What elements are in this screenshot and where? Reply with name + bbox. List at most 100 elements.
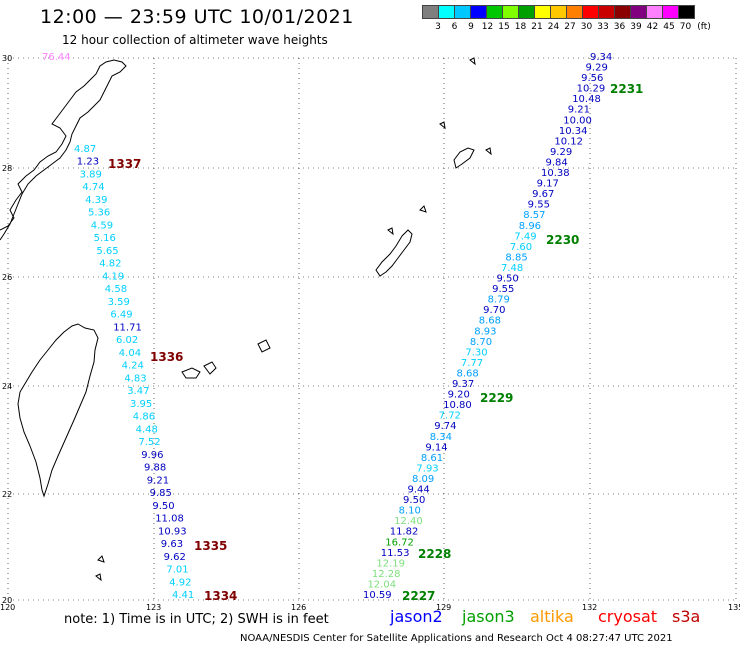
swh-value: 4.82 bbox=[99, 259, 121, 270]
swh-value: 11.82 bbox=[390, 527, 419, 538]
axis-labels: 120 123 126 129 132 135 30 28 26 24 22 20 bbox=[0, 54, 740, 612]
swh-value: 10.29 bbox=[577, 84, 606, 95]
swh-value: 5.36 bbox=[88, 208, 110, 219]
small-islands bbox=[95, 57, 492, 582]
pass-label: 1336 bbox=[150, 350, 183, 364]
colorbar-tick: 18 bbox=[514, 22, 527, 32]
swh-value: 12.19 bbox=[376, 558, 405, 569]
pass-label: 2228 bbox=[418, 547, 451, 561]
swh-value: 9.67 bbox=[532, 189, 554, 200]
swh-value: 7.30 bbox=[465, 347, 487, 358]
swh-value: 7.49 bbox=[514, 231, 536, 242]
swh-value: 7.72 bbox=[439, 411, 461, 422]
swh-value: 4.86 bbox=[133, 412, 155, 423]
swh-value: 9.20 bbox=[448, 390, 470, 401]
lat-tick-label: 20 bbox=[2, 596, 12, 605]
swh-value: 9.84 bbox=[545, 157, 567, 168]
swh-value: 4.04 bbox=[119, 348, 141, 359]
map-grid bbox=[7, 57, 737, 601]
swh-value: 5.65 bbox=[96, 246, 118, 257]
lon-tick-label: 126 bbox=[291, 603, 306, 612]
swh-value: 8.70 bbox=[470, 337, 492, 348]
colorbar-tick: 24 bbox=[547, 22, 560, 32]
colorbar-tick: 27 bbox=[564, 22, 576, 32]
swh-value: 9.63 bbox=[161, 539, 183, 550]
swh-value: 4.24 bbox=[122, 361, 144, 372]
colorbar-tick: 39 bbox=[630, 22, 642, 32]
pass-labels: 1337 1336 1335 1334 2231 2230 2229 2228 2227 bbox=[108, 82, 643, 603]
swh-value: 8.57 bbox=[523, 210, 545, 221]
colorbar bbox=[422, 5, 695, 19]
swh-value: 9.56 bbox=[581, 73, 603, 84]
swh-value: 9.50 bbox=[403, 495, 425, 506]
lon-tick-label: 120 bbox=[0, 603, 15, 612]
swh-value: 10.48 bbox=[572, 94, 601, 105]
swh-value: 11.08 bbox=[155, 514, 184, 525]
swh-value: 4.58 bbox=[105, 284, 127, 295]
swh-value: 10.59 bbox=[363, 590, 392, 601]
pass-label: 1335 bbox=[194, 539, 227, 553]
swh-value: 9.50 bbox=[497, 274, 519, 285]
swh-value: 3.89 bbox=[80, 169, 102, 180]
lat-tick-label: 24 bbox=[2, 382, 12, 391]
map-title: 12:00 — 23:59 UTC 10/01/2021 bbox=[40, 6, 354, 28]
swh-value: 9.44 bbox=[408, 485, 430, 496]
colorbar-tick: 30 bbox=[580, 22, 593, 32]
swh-value: 8.34 bbox=[430, 432, 452, 443]
swh-value: 10.12 bbox=[554, 136, 583, 147]
swh-value: 9.29 bbox=[550, 147, 572, 158]
pass-label: 2231 bbox=[610, 82, 643, 96]
swh-value: 4.19 bbox=[102, 271, 124, 282]
swh-value: 1.23 bbox=[77, 157, 99, 168]
swh-value: 9.17 bbox=[537, 179, 559, 190]
pass-label: 2229 bbox=[480, 391, 513, 405]
colorbar-tick: 9 bbox=[468, 22, 474, 32]
mission-label: altika bbox=[530, 607, 574, 626]
lat-tick-label: 30 bbox=[2, 54, 12, 63]
swh-value: 4.39 bbox=[85, 195, 107, 206]
swh-value: 7.77 bbox=[461, 358, 483, 369]
colorbar-tick: 21 bbox=[531, 22, 543, 32]
swh-value: 9.21 bbox=[568, 105, 590, 116]
swh-value: 4.59 bbox=[91, 220, 113, 231]
swh-value: 8.93 bbox=[474, 326, 496, 337]
east-track-values: 9.349.299.5610.2910.489.2110.0010.3410.1… bbox=[363, 52, 612, 601]
colorbar-swatch bbox=[678, 5, 695, 19]
swh-value: 6.49 bbox=[110, 310, 132, 321]
mission-label: s3a bbox=[672, 607, 701, 626]
pass-label: 1337 bbox=[108, 157, 141, 171]
swh-value: 11.71 bbox=[113, 322, 142, 333]
colorbar-tick: 45 bbox=[663, 22, 675, 32]
mission-label: jason3 bbox=[462, 607, 515, 626]
swh-value: 8.10 bbox=[399, 506, 421, 517]
lon-tick-label: 123 bbox=[146, 603, 161, 612]
swh-value: 11.53 bbox=[381, 548, 410, 559]
lon-tick-label: 129 bbox=[436, 603, 451, 612]
lat-tick-label: 26 bbox=[2, 273, 12, 282]
swh-value: 3.59 bbox=[108, 297, 130, 308]
yaeyama-islands bbox=[181, 339, 271, 379]
swh-value: 9.21 bbox=[147, 475, 169, 486]
swh-value: 9.50 bbox=[152, 501, 174, 512]
swh-value: 7.01 bbox=[166, 565, 188, 576]
swh-value: 9.96 bbox=[141, 450, 163, 461]
pass-label: 1334 bbox=[204, 589, 237, 603]
mission-label: jason2 bbox=[390, 607, 443, 626]
swh-value: 8.85 bbox=[505, 252, 527, 263]
swh-value: 7.48 bbox=[501, 263, 523, 274]
swh-value: 4.74 bbox=[82, 182, 104, 193]
swh-value: 7.52 bbox=[138, 437, 160, 448]
swh-value: 8.61 bbox=[421, 453, 443, 464]
amami-coastline bbox=[453, 147, 475, 169]
swh-value: 76.44 bbox=[42, 52, 71, 63]
swh-value: 10.34 bbox=[559, 126, 588, 137]
swh-value: 4.83 bbox=[124, 373, 146, 384]
swh-value: 9.55 bbox=[528, 200, 550, 211]
swh-value: 8.68 bbox=[456, 368, 478, 379]
pass-label: 2227 bbox=[402, 589, 435, 603]
lon-tick-label: 135 bbox=[728, 603, 740, 612]
colorbar-tick: 33 bbox=[597, 22, 609, 32]
colorbar-tick: 36 bbox=[613, 22, 626, 32]
swh-value: 9.85 bbox=[150, 488, 172, 499]
